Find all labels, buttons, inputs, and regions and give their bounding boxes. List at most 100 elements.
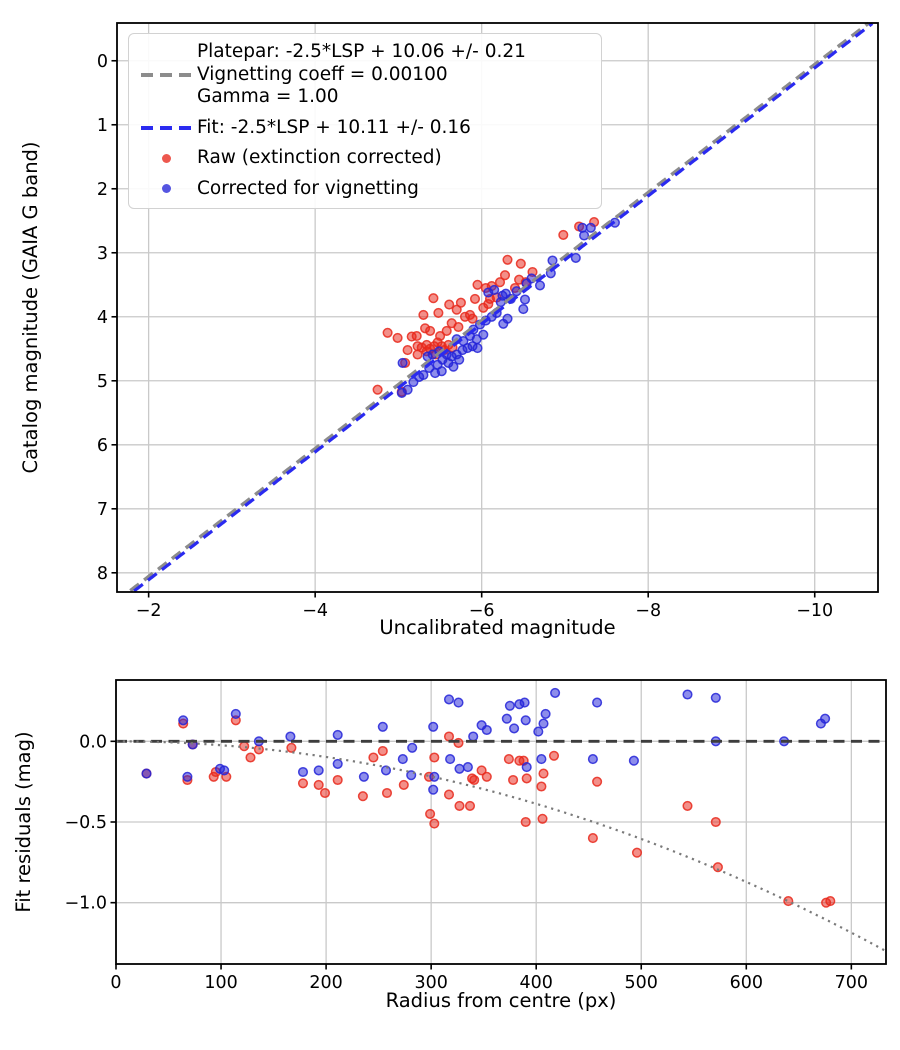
y-tick-label: 6 xyxy=(97,436,108,456)
data-point xyxy=(537,813,548,824)
data-point xyxy=(453,737,464,748)
data-point xyxy=(455,297,466,308)
data-point xyxy=(550,687,561,698)
data-point xyxy=(357,791,368,802)
x-tick-label: 400 xyxy=(519,973,552,993)
y-tick-label: 5 xyxy=(97,372,108,392)
data-point xyxy=(558,229,569,240)
scatter-series xyxy=(372,217,600,397)
data-point xyxy=(454,800,465,811)
scatter-series xyxy=(141,687,831,795)
data-point xyxy=(587,754,598,765)
data-point xyxy=(448,361,459,372)
data-point xyxy=(469,774,480,786)
data-point xyxy=(536,781,547,792)
platepar-dashed-line-handle xyxy=(141,72,191,77)
data-point xyxy=(515,258,526,269)
data-point xyxy=(297,766,309,778)
x-tick-label: 300 xyxy=(414,973,447,993)
x-tick-label: −6 xyxy=(469,601,495,621)
data-point xyxy=(182,771,193,782)
legend-platepar-line2: Vignetting coeff = 0.00100 xyxy=(197,63,448,85)
data-point xyxy=(534,280,546,291)
model-line xyxy=(116,740,887,953)
data-point xyxy=(476,765,487,776)
data-point xyxy=(820,713,831,724)
data-point xyxy=(286,742,297,753)
data-point xyxy=(570,252,581,263)
legend-platepar-line3: Gamma = 1.00 xyxy=(197,86,339,107)
data-point xyxy=(358,771,369,782)
raw-marker-handle xyxy=(161,153,171,163)
data-point xyxy=(825,896,836,907)
x-tick-label: −2 xyxy=(136,601,162,621)
legend-row-corrected: Corrected for vignetting xyxy=(135,178,595,201)
x-tick-label: 700 xyxy=(835,973,868,993)
data-point xyxy=(547,255,558,266)
scatter-series xyxy=(141,715,836,908)
y-tick-label: 0.0 xyxy=(79,732,107,752)
data-point xyxy=(392,332,403,343)
data-point xyxy=(402,345,413,356)
data-point xyxy=(483,298,494,310)
data-point xyxy=(538,718,549,729)
legend-raw-label: Raw (extinction corrected) xyxy=(197,147,442,168)
data-point xyxy=(628,755,639,766)
data-point xyxy=(418,309,429,320)
y-tick-label: −0.5 xyxy=(65,813,108,833)
legend-fit-label: Fit: -2.5*LSP + 10.11 +/- 0.16 xyxy=(197,116,471,138)
data-point xyxy=(710,692,721,703)
data-point xyxy=(425,808,436,819)
legend-corrected-label: Corrected for vignetting xyxy=(197,177,419,199)
data-point xyxy=(372,384,383,395)
corrected-marker-handle xyxy=(161,184,171,194)
y-tick-label: 7 xyxy=(97,500,108,520)
x-axis-label: Uncalibrated magnitude xyxy=(379,616,615,639)
data-point xyxy=(518,304,529,315)
data-point xyxy=(462,762,473,773)
y-tick-label: 2 xyxy=(97,180,108,200)
data-point xyxy=(538,768,549,779)
x-tick-label: 100 xyxy=(204,973,237,993)
model-line xyxy=(133,22,874,593)
data-point xyxy=(407,742,418,753)
data-point xyxy=(548,750,560,761)
data-point xyxy=(445,754,456,765)
data-point xyxy=(429,752,440,763)
data-point xyxy=(710,816,721,828)
data-point xyxy=(398,779,409,790)
data-point xyxy=(219,765,230,776)
data-point xyxy=(435,330,446,342)
x-tick-label: 0 xyxy=(110,973,121,993)
data-point xyxy=(313,779,324,790)
y-tick-label: 3 xyxy=(97,244,108,264)
data-point xyxy=(319,787,331,799)
x-tick-label: −10 xyxy=(796,601,833,621)
plot-frame xyxy=(116,22,879,593)
data-point xyxy=(540,708,551,719)
data-point xyxy=(454,763,465,774)
data-point xyxy=(464,800,476,811)
data-point xyxy=(297,778,309,789)
data-point xyxy=(428,784,439,795)
data-point xyxy=(472,343,483,354)
data-point xyxy=(453,321,464,333)
data-point xyxy=(592,697,603,708)
data-point xyxy=(481,771,492,782)
x-tick-label: 600 xyxy=(730,973,763,993)
data-point xyxy=(587,833,598,844)
data-point xyxy=(520,715,531,726)
data-point xyxy=(592,776,603,787)
data-point xyxy=(579,230,590,241)
y-tick-label: −1.0 xyxy=(65,894,108,914)
x-tick-label: 500 xyxy=(625,973,658,993)
data-point xyxy=(377,745,388,757)
data-point xyxy=(502,313,513,324)
data-point xyxy=(481,724,492,736)
data-point xyxy=(472,279,483,290)
data-point xyxy=(368,752,379,763)
data-point xyxy=(444,299,455,310)
legend-row-platepar: Platepar: -2.5*LSP + 10.06 +/- 0.21 Vign… xyxy=(135,41,595,109)
data-point xyxy=(402,384,413,395)
data-point xyxy=(443,731,455,742)
